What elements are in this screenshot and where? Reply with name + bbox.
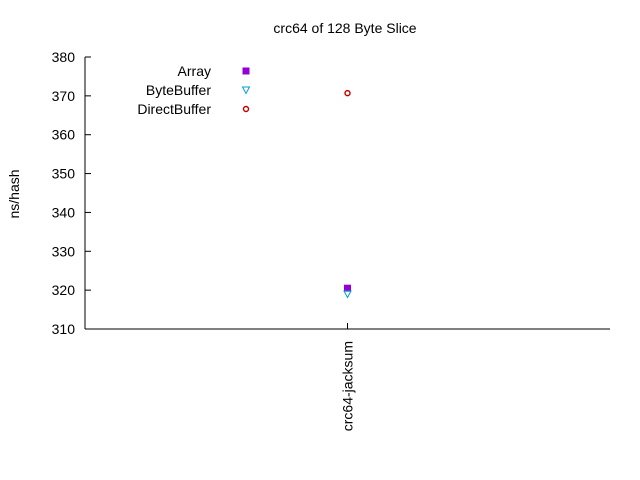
chart-title: crc64 of 128 Byte Slice (273, 20, 416, 36)
y-tick-label: 340 (52, 204, 76, 220)
y-tick-label: 330 (52, 243, 76, 259)
x-ticks: crc64-jacksum (340, 323, 356, 431)
legend-label: ByteBuffer (146, 82, 211, 98)
legend-label: DirectBuffer (137, 101, 211, 117)
y-tick-label: 360 (52, 127, 76, 143)
x-tick-label: crc64-jacksum (340, 341, 356, 431)
data-point-bytebuffer (343, 290, 352, 299)
y-tick-label: 310 (52, 321, 76, 337)
legend-marker-array (242, 67, 250, 75)
y-tick-label: 320 (52, 282, 76, 298)
data-points (343, 89, 352, 299)
data-point-directbuffer (344, 89, 351, 97)
legend-marker-directbuffer (242, 105, 250, 113)
y-tick-label: 370 (52, 88, 76, 104)
y-ticks: 310 320 330 340 350 360 370 380 (52, 49, 91, 337)
data-point-array (344, 284, 351, 292)
legend-label: Array (178, 63, 211, 79)
y-axis-label: ns/hash (6, 169, 22, 218)
y-tick-label: 350 (52, 166, 76, 182)
legend: Array ByteBuffer DirectBuffer (137, 63, 251, 117)
legend-marker-bytebuffer (241, 86, 251, 95)
y-tick-label: 380 (52, 49, 76, 65)
